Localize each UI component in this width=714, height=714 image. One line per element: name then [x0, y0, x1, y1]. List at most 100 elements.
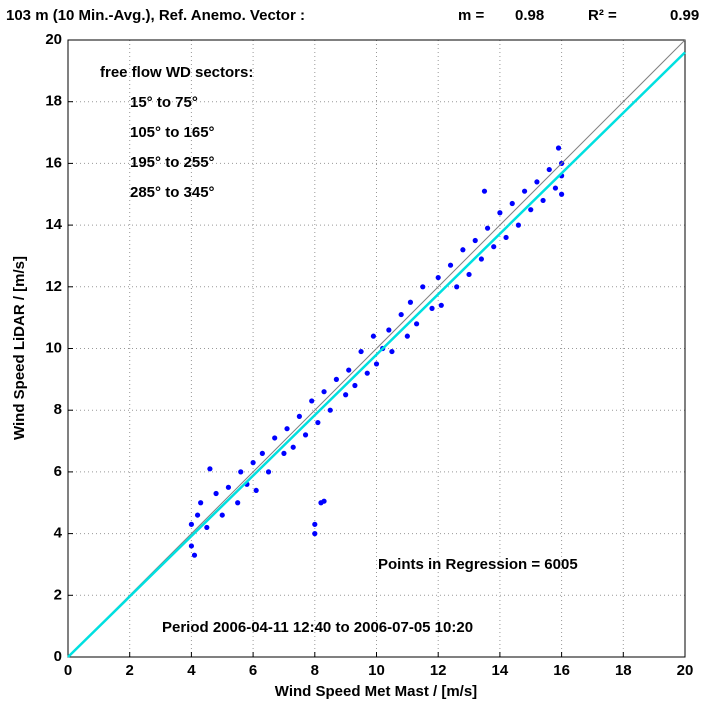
slope: 0.98	[515, 7, 544, 24]
scatter-point	[509, 200, 515, 207]
x-tick-label: 16	[553, 662, 570, 679]
scatter-point	[438, 302, 444, 308]
scatter-point	[346, 367, 352, 373]
scatter-point	[497, 210, 503, 216]
scatter-point	[460, 247, 466, 253]
scatter-point	[333, 376, 339, 382]
annotation: 195° to 255°	[130, 154, 215, 171]
scatter-point	[491, 244, 497, 250]
y-axis-label: Wind Speed LiDAR / [m/s]	[11, 256, 28, 440]
y-tick-label: 4	[54, 525, 63, 542]
scatter-point	[219, 512, 225, 518]
x-tick-label: 2	[126, 662, 134, 679]
scatter-point	[204, 524, 210, 531]
x-tick-label: 20	[677, 662, 694, 679]
scatter-point	[435, 274, 441, 281]
scatter-point	[386, 327, 392, 333]
scatter-point	[284, 426, 290, 432]
scatter-point	[521, 188, 528, 194]
scatter-point	[534, 179, 540, 185]
annotation: 15° to 75°	[130, 94, 198, 111]
scatter-point	[429, 305, 435, 311]
y-tick-label: 0	[54, 648, 62, 665]
scatter-point	[404, 333, 410, 339]
scatter-point	[290, 444, 296, 450]
scatter-point	[358, 348, 364, 355]
scatter-point	[481, 188, 488, 194]
x-tick-label: 6	[249, 662, 257, 679]
annotation: Points in Regression = 6005	[378, 556, 578, 573]
scatter-point	[253, 487, 259, 494]
scatter-point	[198, 500, 204, 506]
scatter-point	[235, 500, 241, 506]
scatter-point	[420, 284, 426, 290]
scatter-point	[312, 531, 318, 537]
x-axis-label: Wind Speed Met Mast / [m/s]	[275, 683, 477, 700]
scatter-point	[213, 490, 219, 497]
scatter-point	[296, 413, 302, 419]
scatter-point	[528, 207, 534, 213]
scatter-point	[447, 262, 454, 268]
y-tick-label: 16	[45, 154, 62, 171]
r2: 0.99	[670, 7, 699, 24]
x-tick-label: 0	[64, 662, 72, 679]
line	[67, 39, 686, 658]
scatter-point	[546, 166, 552, 173]
scatter-point	[454, 284, 460, 290]
scatter-point	[414, 321, 420, 327]
scatter-point	[191, 552, 198, 558]
scatter-point	[370, 333, 377, 339]
scatter-point	[309, 398, 315, 404]
scatter-point	[238, 469, 244, 475]
scatter-point	[225, 484, 232, 490]
scatter-point	[407, 299, 414, 305]
scatter-point	[352, 382, 358, 389]
scatter-point	[555, 145, 562, 151]
scatter-point	[321, 389, 327, 395]
slope-label: m =	[458, 7, 485, 24]
annotation: 285° to 345°	[130, 184, 215, 201]
x-tick-label: 14	[492, 662, 509, 679]
scatter-point	[552, 185, 559, 191]
scatter-point	[373, 361, 380, 367]
y-tick-label: 6	[54, 463, 62, 480]
annotation: free flow WD sectors:	[100, 64, 253, 81]
y-tick-label: 14	[45, 216, 62, 233]
scatter-point	[398, 311, 404, 318]
line	[67, 51, 686, 658]
scatter-point	[259, 450, 265, 456]
annotation: Period 2006-04-11 12:40 to 2006-07-05 10…	[162, 619, 473, 636]
scatter-point	[188, 543, 194, 549]
chart-title: 103 m (10 Min.-Avg.), Ref. Anemo. Vector…	[6, 7, 305, 24]
plot-frame	[67, 39, 686, 658]
annotation: 105° to 165°	[130, 124, 215, 141]
scatter-point	[265, 469, 272, 475]
scatter-point	[207, 466, 213, 472]
scatter-point	[272, 435, 278, 441]
scatter-point	[472, 237, 478, 244]
scatter-point	[327, 407, 333, 413]
scatter-point	[302, 432, 309, 438]
r2-label: R² =	[588, 7, 617, 24]
scatter-point	[281, 450, 287, 456]
scatter-point	[250, 460, 256, 466]
y-tick-label: 20	[45, 31, 62, 48]
scatter-point	[312, 521, 318, 527]
scatter-point	[188, 521, 194, 527]
x-tick-label: 4	[187, 662, 196, 679]
scatter-point	[515, 222, 522, 228]
scatter-point	[478, 256, 484, 262]
scatter-point	[540, 197, 546, 204]
scatter-point	[194, 512, 201, 518]
scatter-point	[503, 234, 509, 241]
scatter-point	[343, 392, 349, 398]
scatter-point	[321, 498, 327, 504]
y-tick-label: 2	[54, 586, 62, 603]
y-tick-label: 12	[45, 278, 62, 295]
y-tick-label: 8	[54, 401, 62, 418]
scatter-point	[364, 370, 370, 376]
x-tick-label: 18	[615, 662, 632, 679]
x-tick-label: 8	[311, 662, 319, 679]
